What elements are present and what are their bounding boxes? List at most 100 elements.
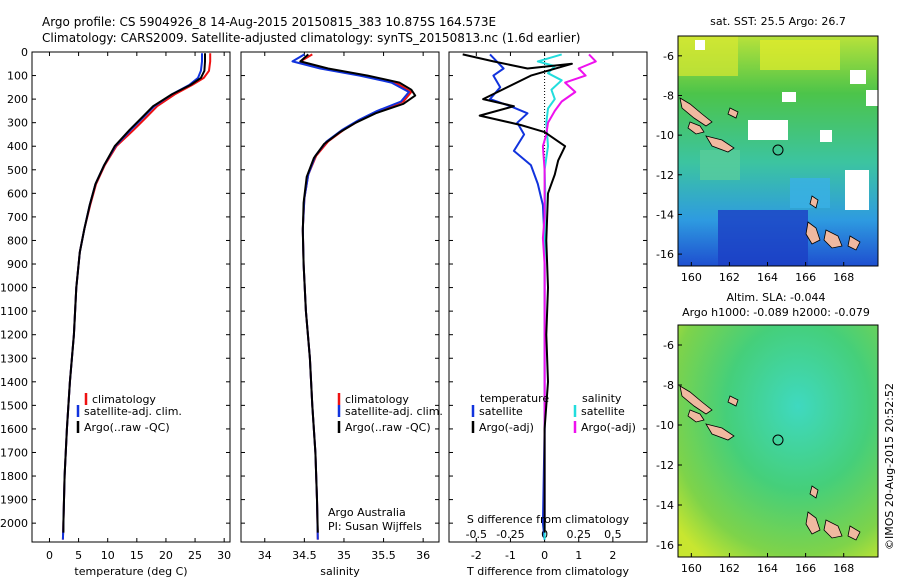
map-lat-label: -8 bbox=[663, 379, 674, 392]
pi-label: PI: Susan Wijffels bbox=[328, 520, 422, 533]
s-tick-label: -0.25 bbox=[496, 528, 524, 541]
map-lat-label: -6 bbox=[663, 50, 674, 63]
depth-tick-label: 1500 bbox=[0, 399, 28, 412]
map-lon-label: 162 bbox=[719, 271, 740, 284]
sla-map-axes: 160 162 164 166 168 -6 -8 -10 -12 -14 -16 bbox=[656, 339, 854, 575]
sla-map-frame bbox=[677, 324, 879, 558]
x-tick-label: 1 bbox=[575, 549, 582, 562]
series-line-climatology bbox=[61, 53, 212, 540]
depth-axis: 0 100 200 300 400 500 600 700 800 900 1000 1100 1200… bbox=[0, 46, 647, 530]
depth-tick-label: 1800 bbox=[0, 470, 28, 483]
legend-label-temp-satellite: satellite bbox=[479, 405, 523, 418]
depth-tick-label: 1400 bbox=[0, 376, 28, 389]
map-lon-label: 168 bbox=[833, 562, 854, 575]
temperature-legend: climatology satellite-adj. clim. Argo(..… bbox=[76, 393, 182, 434]
salinity-xlabel: salinity bbox=[320, 565, 360, 578]
map-lat-label: -16 bbox=[656, 248, 674, 261]
x-tick-label: 0 bbox=[541, 549, 548, 562]
depth-tick-label: 400 bbox=[7, 140, 28, 153]
legend-label-sal-argo: Argo(-adj) bbox=[581, 421, 636, 434]
map-lat-label: -12 bbox=[656, 169, 674, 182]
x-tick-label: 35 bbox=[337, 549, 351, 562]
map-lon-label: 164 bbox=[757, 562, 778, 575]
x-tick-label: 36 bbox=[416, 549, 430, 562]
difference-panel-frame bbox=[448, 51, 648, 543]
series-line-climatology bbox=[299, 53, 413, 540]
x-tick-label: 2 bbox=[609, 549, 616, 562]
imos-timestamp: ©IMOS 20-Aug-2015 20:52:52 bbox=[883, 383, 896, 550]
legend-label-temp-argo: Argo(-adj) bbox=[479, 421, 534, 434]
map-lon-label: 168 bbox=[833, 271, 854, 284]
depth-tick-label: 1700 bbox=[0, 446, 28, 459]
s-tick-label: 0.25 bbox=[566, 528, 591, 541]
sla-map-title: Altim. SLA: -0.044 bbox=[726, 291, 825, 304]
legend-label-satellite: satellite-adj. clim. bbox=[84, 405, 182, 418]
depth-tick-label: 100 bbox=[7, 70, 28, 83]
legend-heading-temperature: temperature bbox=[480, 392, 549, 405]
depth-tick-label: 1000 bbox=[0, 282, 28, 295]
x-tick-label: 25 bbox=[188, 549, 202, 562]
map-lon-label: 166 bbox=[795, 562, 816, 575]
profile-header-line1: Argo profile: CS 5904926_8 14-Aug-2015 2… bbox=[42, 15, 496, 29]
islands bbox=[679, 97, 861, 251]
depth-tick-label: 1100 bbox=[0, 305, 28, 318]
map-lat-label: -10 bbox=[656, 419, 674, 432]
temperature-x-axis: 0 5 10 15 20 25 30 bbox=[46, 52, 231, 562]
s-tick-label: 0.5 bbox=[604, 528, 622, 541]
difference-series bbox=[462, 53, 597, 540]
map-lon-label: 164 bbox=[757, 271, 778, 284]
map-lat-label: -6 bbox=[663, 339, 674, 352]
series-line-argo-raw-qc bbox=[62, 53, 206, 533]
map-lon-label: 162 bbox=[719, 562, 740, 575]
legend-label-argo: Argo(..raw -QC) bbox=[84, 421, 170, 434]
depth-tick-label: 700 bbox=[7, 211, 28, 224]
sla-map-subtitle: Argo h1000: -0.089 h2000: -0.079 bbox=[682, 306, 870, 319]
s-tick-label: -0.5 bbox=[466, 528, 487, 541]
salinity-x-axis: 34 34.5 35 35.5 36 bbox=[258, 52, 430, 562]
temperature-series bbox=[61, 53, 212, 540]
islands bbox=[679, 385, 861, 541]
x-tick-label: 20 bbox=[159, 549, 173, 562]
sst-heatmap bbox=[678, 36, 878, 266]
depth-tick-label: 800 bbox=[7, 234, 28, 247]
t-difference-xlabel: T difference from climatology bbox=[466, 565, 629, 578]
map-lat-label: -16 bbox=[656, 539, 674, 552]
s-difference-xlabel: S difference from climatology bbox=[467, 513, 630, 526]
depth-tick-label: 1300 bbox=[0, 352, 28, 365]
t-difference-x-axis: -2 -1 0 1 2 bbox=[471, 52, 616, 562]
sst-missing-data bbox=[748, 120, 788, 140]
depth-tick-label: 900 bbox=[7, 258, 28, 271]
sla-heatmap bbox=[678, 325, 878, 557]
x-tick-label: 30 bbox=[217, 549, 231, 562]
argo-location-marker bbox=[772, 434, 784, 446]
depth-tick-label: 1600 bbox=[0, 423, 28, 436]
depth-tick-label: 1900 bbox=[0, 494, 28, 507]
temperature-xlabel: temperature (deg C) bbox=[74, 565, 187, 578]
depth-tick-label: 1200 bbox=[0, 329, 28, 342]
legend-heading-salinity: salinity bbox=[582, 392, 622, 405]
sst-map-axes: 160 162 164 166 168 -6 -8 -10 -12 -14 -16 bbox=[656, 50, 854, 284]
x-tick-label: 35.5 bbox=[371, 549, 396, 562]
depth-tick-label: 200 bbox=[7, 93, 28, 106]
legend-label-satellite: satellite-adj. clim. bbox=[345, 405, 443, 418]
salinity-series bbox=[291, 53, 417, 540]
map-lon-label: 160 bbox=[681, 562, 702, 575]
series-line-temperature-satellite bbox=[489, 53, 546, 540]
map-lat-label: -8 bbox=[663, 89, 674, 102]
sst-map-frame bbox=[677, 35, 879, 267]
x-tick-label: -2 bbox=[471, 549, 482, 562]
series-line-argo-raw-qc bbox=[299, 53, 417, 533]
series-line-temperature-argo-adj bbox=[462, 53, 573, 533]
x-tick-label: 0 bbox=[46, 549, 53, 562]
legend-label-climatology: climatology bbox=[92, 393, 156, 406]
map-lat-label: -14 bbox=[656, 208, 674, 221]
depth-tick-label: 0 bbox=[21, 46, 28, 59]
series-line-satellite-adj-clim bbox=[291, 53, 410, 540]
salinity-panel-frame bbox=[240, 51, 440, 543]
temperature-panel-frame bbox=[31, 51, 231, 543]
s-difference-x-axis: -0.5 -0.25 0 0.25 0.5 bbox=[466, 528, 622, 541]
map-lat-label: -10 bbox=[656, 129, 674, 142]
depth-tick-label: 600 bbox=[7, 187, 28, 200]
x-tick-label: 5 bbox=[75, 549, 82, 562]
